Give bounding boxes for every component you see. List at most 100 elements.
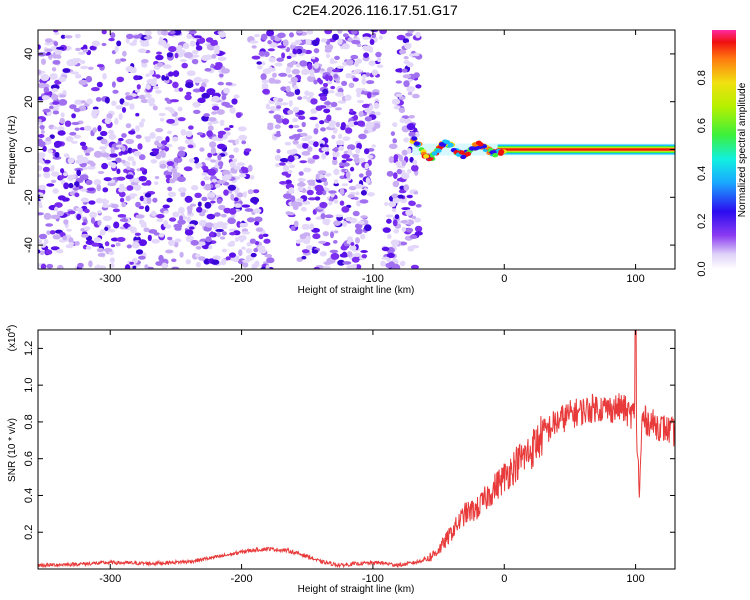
spectrogram-cell <box>315 190 323 196</box>
spectrogram-cell <box>150 159 158 164</box>
spectrogram-cell <box>272 79 282 84</box>
spectrogram-cell <box>96 247 105 253</box>
spectrogram-cell <box>406 194 413 199</box>
snr-scale-prefix: (x10 <box>7 331 18 351</box>
spectrogram-cell <box>80 156 89 164</box>
spectrogram-cell <box>401 160 407 167</box>
snr-x-ticks: -300 -200 -100 0 100 <box>99 330 645 585</box>
spectrogram-cell <box>320 213 326 220</box>
spectrogram-cell <box>133 150 141 157</box>
y-tick-label: 0.4 <box>23 488 35 503</box>
x-tick-label: -300 <box>99 273 121 285</box>
spectrogram-cell <box>413 191 419 195</box>
spectrogram-cell <box>413 72 420 78</box>
spectrogram-cell <box>42 145 47 152</box>
spectrogram-cell <box>145 83 151 90</box>
spectrogram-cell <box>209 231 215 238</box>
spectrogram-cell <box>193 156 200 164</box>
spectrogram-cell <box>129 261 134 265</box>
spectrogram-cell <box>186 216 191 223</box>
spectrogram-cell <box>324 30 333 35</box>
spectrogram-cell <box>360 233 366 240</box>
spectrogram-cell <box>81 145 88 151</box>
spectrogram-cell <box>118 191 126 198</box>
spectrogram-cell <box>88 260 93 268</box>
spectrogram-cell <box>38 121 44 126</box>
spectrogram-cell <box>345 59 354 66</box>
spectrogram-cell <box>109 153 118 158</box>
spectrogram-cell <box>131 257 139 264</box>
spectrogram-cell <box>115 242 121 247</box>
spectrogram-cell <box>107 182 117 187</box>
spectrogram-cell <box>126 33 134 40</box>
spectrogram-cell <box>337 30 343 34</box>
spectrogram-cell <box>233 203 242 208</box>
spectrogram-cell <box>38 82 46 89</box>
spectrogram-cell <box>337 133 343 139</box>
spectrogram-cell <box>412 159 418 166</box>
spectrogram-cell <box>184 195 193 203</box>
spectrogram-cell <box>307 197 317 201</box>
spectrogram-cell <box>221 101 231 107</box>
spectrogram-cell <box>95 97 102 102</box>
spectrogram-cell <box>273 114 282 120</box>
spectrogram-cell <box>131 160 136 167</box>
spectrogram-cell <box>157 39 167 46</box>
spectrogram-cell <box>40 242 47 248</box>
spectrogram-cell <box>329 124 335 129</box>
spectrogram-cell <box>398 96 406 100</box>
spectrogram-cell <box>301 121 306 128</box>
spectrogram-cell <box>287 109 294 115</box>
spectrogram-cell <box>127 147 133 154</box>
spectrogram-cell <box>335 107 342 111</box>
spectrogram-cell <box>302 143 309 149</box>
spectrogram-cell <box>165 224 172 229</box>
spectrogram-cell <box>235 138 240 145</box>
spectrogram-cell <box>205 222 214 228</box>
spectrogram-cell <box>391 98 401 105</box>
spectrogram-cell <box>341 183 349 187</box>
spectrogram-cell <box>249 175 255 180</box>
spectrogram-cell <box>313 128 318 133</box>
spectrogram-cell <box>276 57 284 62</box>
spectrogram-cell <box>156 62 164 68</box>
spectrogram-cell <box>74 192 80 198</box>
spectrogram-cell <box>210 98 218 102</box>
spectrogram-cell <box>242 191 247 198</box>
spectrogram-cell <box>403 137 410 143</box>
spectrogram-cell <box>341 80 348 86</box>
spectrogram-cell <box>392 122 398 128</box>
spectrogram-cell <box>39 250 45 256</box>
snr-panel: -300 -200 -100 0 100 0.2 0.4 0.6 0.8 1.0 1.2 Heig… <box>6 325 676 595</box>
spectrogram-cell <box>299 160 308 164</box>
spectrogram-cell <box>385 214 394 218</box>
spectrogram-cell <box>390 239 400 246</box>
spectrogram-cell <box>355 87 363 93</box>
spectrogram-cell <box>74 99 83 105</box>
spectrogram-cell <box>78 51 86 55</box>
spectrogram-cell <box>401 207 411 211</box>
spectrogram-cell <box>270 106 277 112</box>
spectrogram-cell <box>138 94 147 100</box>
spectrogram-cell <box>164 97 170 102</box>
spectrogram-cell <box>408 53 416 57</box>
spectrogram-cell <box>64 120 72 127</box>
spectrogram-cell <box>289 32 294 38</box>
spectrogram-cell <box>85 75 93 83</box>
spectrogram-cell <box>348 120 356 128</box>
colorbar-tick-label: 0.4 <box>696 166 708 181</box>
x-tick-label: 0 <box>501 573 507 585</box>
spectrogram-cell <box>177 45 183 50</box>
spectrogram-cell <box>388 201 397 208</box>
carrier-cell <box>460 154 467 160</box>
spectrogram-cell <box>244 148 252 153</box>
spectrogram-cell <box>177 176 186 183</box>
spectrogram-cell <box>309 116 318 121</box>
spectrogram-cell <box>267 48 275 52</box>
spectrogram-cell <box>161 74 166 81</box>
spectrogram-cell <box>301 151 311 156</box>
spectrogram-cell <box>111 100 117 107</box>
spectrogram-cell <box>220 258 227 266</box>
spectrogram-cell <box>238 173 247 178</box>
spectrogram-cell <box>38 69 42 75</box>
